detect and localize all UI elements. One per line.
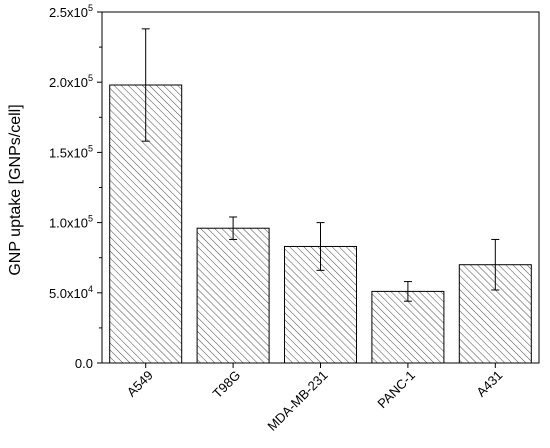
y-tick-label: 1.0x105	[49, 214, 93, 231]
bar-t98g	[196, 227, 270, 364]
y-tick-label: 2.5x105	[49, 3, 93, 20]
x-tick-label: PANC-1	[374, 368, 418, 412]
x-tick-label: A431	[473, 368, 505, 400]
bar-panc-1	[371, 290, 445, 364]
x-tick-label: MDA-MB-231	[264, 368, 330, 434]
y-tick-label: 2.0x105	[49, 73, 93, 90]
x-tick-label: A549	[124, 368, 156, 400]
y-tick-label: 0.0	[75, 356, 93, 371]
y-tick-label: 1.5x105	[49, 143, 93, 160]
x-tick-label: T98G	[210, 368, 244, 402]
y-tick-label: 5.0x104	[49, 284, 93, 301]
plot-area: 0.0 5.0x104 1.0x105 1.5x105 2.0x105 2.5x105 A5…	[49, 3, 540, 434]
y-axis-label: GNP uptake [GNPs/cell]	[7, 104, 24, 275]
